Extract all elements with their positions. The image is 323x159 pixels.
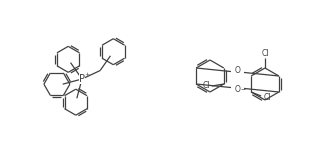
Text: O: O [234, 84, 240, 93]
Text: −: − [240, 86, 245, 91]
Text: Cl: Cl [263, 93, 271, 101]
Text: +: + [84, 72, 89, 76]
Text: Cl: Cl [261, 48, 269, 58]
Text: P: P [79, 74, 85, 84]
Text: O: O [234, 66, 240, 75]
Text: Cl: Cl [203, 82, 211, 90]
